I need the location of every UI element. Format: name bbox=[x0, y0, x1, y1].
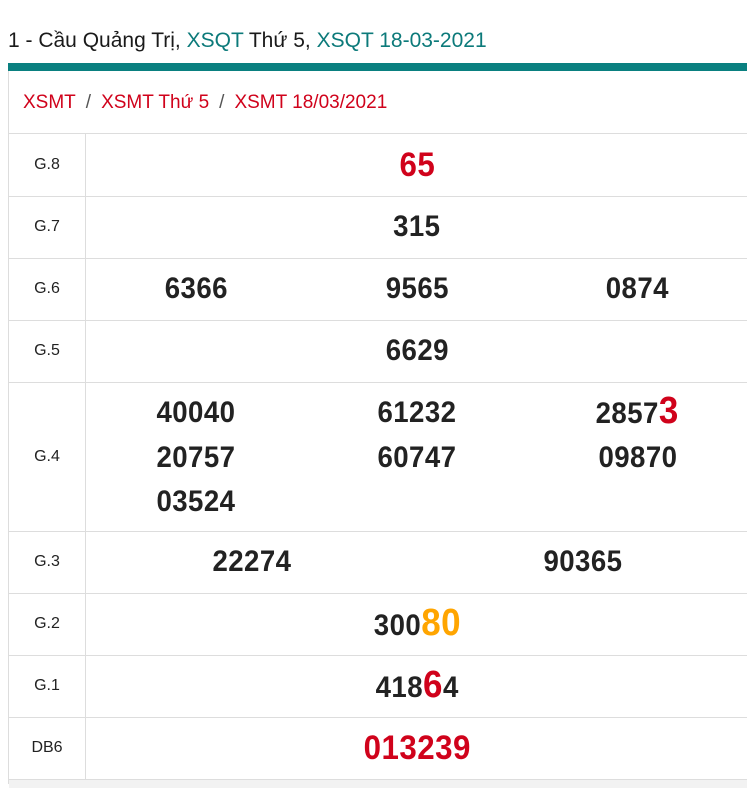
number-digits: 0874 bbox=[606, 272, 669, 305]
lottery-number: 28573 bbox=[596, 390, 679, 435]
prize-row-g2: G.2 30080 bbox=[9, 593, 747, 655]
breadcrumb: XSMT / XSMT Thứ 5 / XSMT 18/03/2021 bbox=[9, 71, 747, 134]
numbers-grid: 41864 bbox=[86, 664, 747, 709]
prize-row-g5: G.5 6629 bbox=[9, 320, 747, 382]
prize-label: G.4 bbox=[9, 382, 86, 531]
lottery-number: 41864 bbox=[375, 664, 458, 709]
prize-label: G.2 bbox=[9, 593, 86, 655]
highlighted-digits: 013239 bbox=[363, 729, 470, 767]
lottery-number: 013239 bbox=[363, 727, 470, 769]
prize-label: G.5 bbox=[9, 320, 86, 382]
lottery-number: 0874 bbox=[606, 268, 669, 310]
highlighted-digits: 3 bbox=[659, 390, 679, 432]
highlighted-digits: 6 bbox=[423, 664, 443, 706]
prize-row-g7: G.7 315 bbox=[9, 196, 747, 258]
prize-row-g4: G.4 40040 61232 28573 20757 60747 09870 03524 bbox=[9, 382, 747, 531]
page-title: 1 - Cầu Quảng Trị, XSQT Thứ 5, XSQT 18-0… bbox=[8, 28, 487, 54]
prize-values: 013239 bbox=[86, 717, 747, 779]
highlighted-digits: 80 bbox=[421, 602, 461, 644]
prize-values: 6629 bbox=[86, 320, 747, 382]
number-tail-digits: 4 bbox=[443, 671, 459, 704]
number-digits: 20757 bbox=[157, 441, 236, 474]
number-digits: 40040 bbox=[157, 396, 236, 429]
number-digits: 2857 bbox=[596, 397, 659, 430]
prize-label: G.8 bbox=[9, 134, 86, 196]
lottery-number: 40040 bbox=[157, 392, 236, 434]
number-digits: 418 bbox=[375, 671, 422, 704]
prize-row-g6: G.6 6366 9565 0874 bbox=[9, 258, 747, 320]
prize-label: G.6 bbox=[9, 258, 86, 320]
numbers-grid: 30080 bbox=[86, 602, 747, 647]
lottery-number: 22274 bbox=[212, 541, 291, 583]
number-digits: 300 bbox=[373, 609, 420, 642]
lottery-number: 90365 bbox=[543, 541, 622, 583]
prize-label: G.3 bbox=[9, 531, 86, 593]
xsqt-date-link[interactable]: XSQT 18-03-2021 bbox=[317, 29, 487, 52]
number-digits: 61232 bbox=[377, 396, 456, 429]
prize-row-g1: G.1 41864 bbox=[9, 655, 747, 717]
prize-label: DB6 bbox=[9, 717, 86, 779]
breadcrumb-xsmt[interactable]: XSMT bbox=[23, 92, 76, 113]
results-box: XSMT / XSMT Thứ 5 / XSMT 18/03/2021 G.8 65 G.7… bbox=[8, 71, 747, 784]
lottery-number: 03524 bbox=[157, 481, 236, 523]
breadcrumb-xsmt-date[interactable]: XSMT 18/03/2021 bbox=[234, 92, 387, 113]
number-digits: 03524 bbox=[157, 485, 236, 518]
prize-values: 30080 bbox=[86, 593, 747, 655]
number-digits: 22274 bbox=[212, 545, 291, 578]
lottery-number: 65 bbox=[399, 144, 435, 186]
number-digits: 6629 bbox=[385, 334, 448, 367]
lottery-number: 315 bbox=[393, 206, 440, 248]
lottery-number: 6629 bbox=[385, 330, 448, 372]
number-digits: 60747 bbox=[377, 441, 456, 474]
prize-values: 40040 61232 28573 20757 60747 09870 03524 bbox=[86, 382, 747, 531]
lottery-number: 60747 bbox=[377, 437, 456, 479]
number-digits: 9565 bbox=[385, 272, 448, 305]
prize-values: 41864 bbox=[86, 655, 747, 717]
title-middle: Thứ 5, bbox=[243, 29, 316, 52]
lottery-number: 61232 bbox=[377, 392, 456, 434]
highlighted-digits: 65 bbox=[399, 146, 435, 184]
lottery-number: 6366 bbox=[165, 268, 228, 310]
number-digits: 90365 bbox=[543, 545, 622, 578]
number-digits: 6366 bbox=[165, 272, 228, 305]
prize-row-db6: DB6 013239 bbox=[9, 717, 747, 779]
title-prefix: 1 - Cầu Quảng Trị, bbox=[8, 29, 187, 52]
prize-values: 65 bbox=[86, 134, 747, 196]
accent-bar bbox=[8, 63, 747, 71]
prize-row-g3: G.3 22274 90365 bbox=[9, 531, 747, 593]
numbers-grid: 22274 90365 bbox=[86, 541, 747, 583]
prize-values: 22274 90365 bbox=[86, 531, 747, 593]
numbers-grid: 6629 bbox=[86, 330, 747, 372]
prize-row-g8: G.8 65 bbox=[9, 134, 747, 196]
numbers-grid: 315 bbox=[86, 206, 747, 248]
lottery-number: 30080 bbox=[373, 602, 460, 647]
number-digits: 09870 bbox=[598, 441, 677, 474]
lottery-number: 20757 bbox=[157, 437, 236, 479]
xsqt-link[interactable]: XSQT bbox=[187, 29, 244, 52]
prize-label: G.1 bbox=[9, 655, 86, 717]
lottery-number: 09870 bbox=[598, 437, 677, 479]
number-digits: 315 bbox=[393, 210, 440, 243]
breadcrumb-separator: / bbox=[219, 92, 224, 113]
prize-values: 6366 9565 0874 bbox=[86, 258, 747, 320]
lottery-number: 9565 bbox=[385, 268, 448, 310]
prize-label: G.7 bbox=[9, 196, 86, 258]
numbers-grid: 013239 bbox=[86, 727, 747, 769]
prize-values: 315 bbox=[86, 196, 747, 258]
numbers-grid: 65 bbox=[86, 144, 747, 186]
breadcrumb-xsmt-thu5[interactable]: XSMT Thứ 5 bbox=[101, 92, 209, 113]
numbers-grid: 40040 61232 28573 20757 60747 09870 03524 bbox=[86, 390, 747, 523]
breadcrumb-separator: / bbox=[86, 92, 91, 113]
numbers-grid: 6366 9565 0874 bbox=[86, 268, 747, 310]
